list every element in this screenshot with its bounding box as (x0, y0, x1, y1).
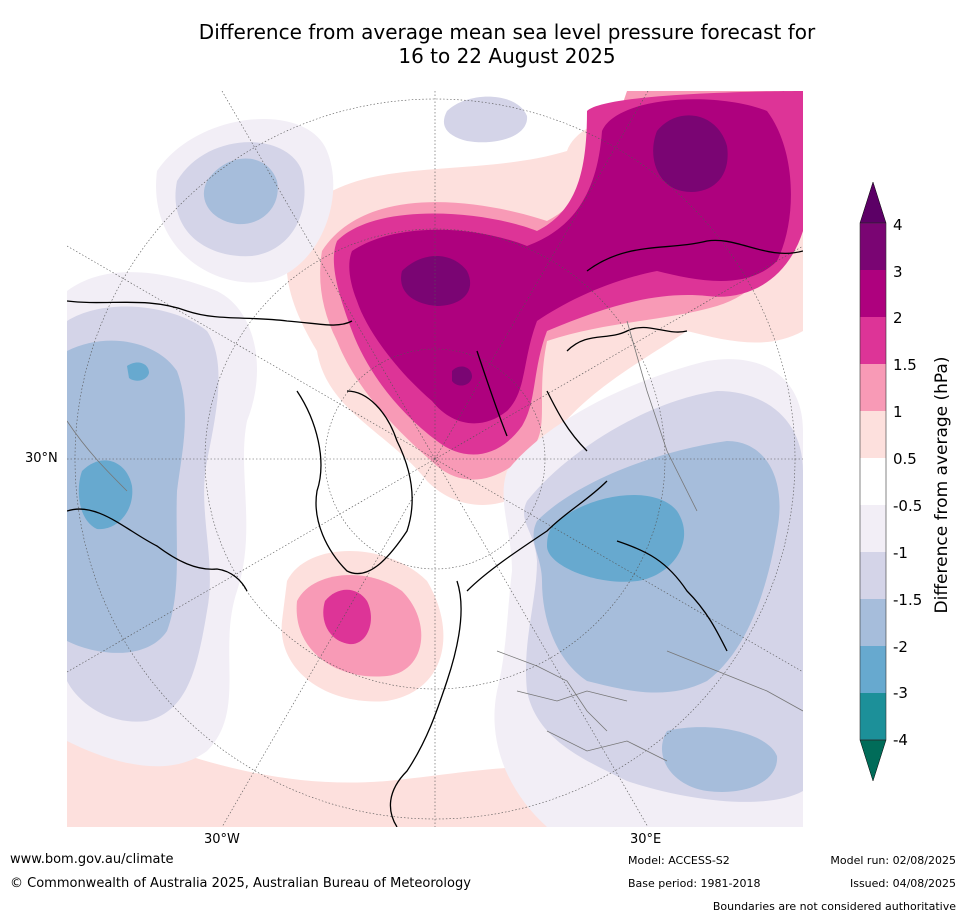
colorbar-segment (860, 646, 886, 693)
map-svg (67, 91, 803, 827)
lat-label-30n: 30°N (25, 451, 58, 466)
colorbar-segment (860, 693, 886, 740)
colorbar-segment (860, 270, 886, 317)
colorbar-tick: 0.5 (893, 450, 917, 468)
anomaly-area-lavender-north (443, 96, 528, 143)
colorbar-segment (860, 223, 886, 270)
colorbar-title: Difference from average (hPa) (932, 356, 952, 614)
colorbar (855, 180, 915, 785)
anomaly-area-teal-west (78, 460, 133, 530)
colorbar-tick: 1.5 (893, 356, 917, 374)
graticule (67, 91, 803, 827)
title-line-1: Difference from average mean sea level p… (198, 20, 816, 44)
anomaly-area-pink-south (67, 711, 627, 827)
footer-model: Model: ACCESS-S2 (628, 854, 730, 867)
colorbar-segment (860, 552, 886, 599)
footer-disclaimer: Boundaries are not considered authoritat… (712, 900, 956, 913)
borders (67, 320, 803, 762)
colorbar-tick: -1.5 (893, 591, 923, 609)
lon-label-30w: 30°W (204, 832, 240, 847)
colorbar-segment (860, 505, 886, 552)
anomaly-area-max-north (401, 256, 471, 306)
footer-issued: Issued: 04/08/2025 (849, 877, 956, 890)
colorbar-tick: -4 (893, 731, 908, 749)
footer-base-period: Base period: 1981-2018 (628, 877, 761, 890)
colorbar-tick: -2 (893, 638, 908, 656)
pressure-anomaly-map (67, 91, 803, 827)
map-title: Difference from average mean sea level p… (0, 20, 965, 68)
colorbar-tick: 2 (893, 309, 903, 327)
colorbar-tick: -0.5 (893, 497, 923, 515)
anomaly-area-teal-east (547, 494, 685, 582)
colorbar-arrow-top (859, 181, 887, 224)
colorbar-tick: 3 (893, 263, 903, 281)
colorbar-segment (860, 411, 886, 458)
footer-website: www.bom.gov.au/climate (10, 852, 174, 867)
colorbar-tick: -3 (893, 684, 908, 702)
colorbar-segment (860, 317, 886, 364)
colorbar-segment (860, 458, 886, 505)
colorbar-svg (859, 181, 887, 782)
anomaly-area-max-northeast (653, 115, 728, 192)
lon-label-30e: 30°E (630, 832, 662, 847)
colorbar-tick: 4 (893, 216, 903, 234)
colorbar-segment (860, 364, 886, 411)
coastlines (67, 239, 803, 827)
anomaly-area-max-small (452, 366, 472, 386)
colorbar-arrow-bottom (859, 739, 887, 782)
footer-copyright: © Commonwealth of Australia 2025, Austra… (10, 876, 471, 891)
anomaly-area-blue-southeast (661, 727, 778, 792)
colorbar-segment (860, 599, 886, 646)
colorbar-tick: -1 (893, 544, 908, 562)
anomaly-area-magenta-atlantic (323, 589, 371, 645)
title-line-2: 16 to 22 August 2025 (398, 44, 616, 68)
colorbar-tick: 1 (893, 403, 903, 421)
footer-model-run: Model run: 02/08/2025 (830, 854, 956, 867)
anomaly-area-teal-west-small (127, 362, 149, 381)
anomaly-area-blue-northwest (203, 158, 278, 225)
